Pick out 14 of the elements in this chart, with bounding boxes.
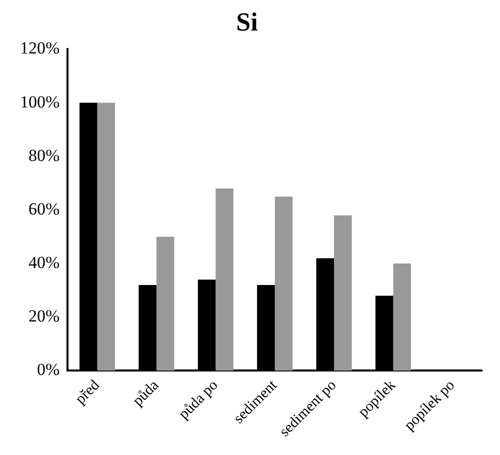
y-tick-label: 100% xyxy=(20,92,60,112)
y-tick-label: 60% xyxy=(28,199,60,218)
chart-title: Si xyxy=(236,7,258,36)
bar xyxy=(216,188,234,371)
bar xyxy=(156,236,174,371)
y-tick-label: 20% xyxy=(28,306,60,326)
bar xyxy=(334,215,352,371)
y-tick-label: 120% xyxy=(20,38,60,58)
y-tick-label: 40% xyxy=(28,253,60,272)
bar xyxy=(393,264,411,371)
y-tick-label: 80% xyxy=(28,146,60,165)
bar xyxy=(97,102,116,371)
bar xyxy=(274,196,293,371)
y-tick-label: 0% xyxy=(36,360,60,380)
